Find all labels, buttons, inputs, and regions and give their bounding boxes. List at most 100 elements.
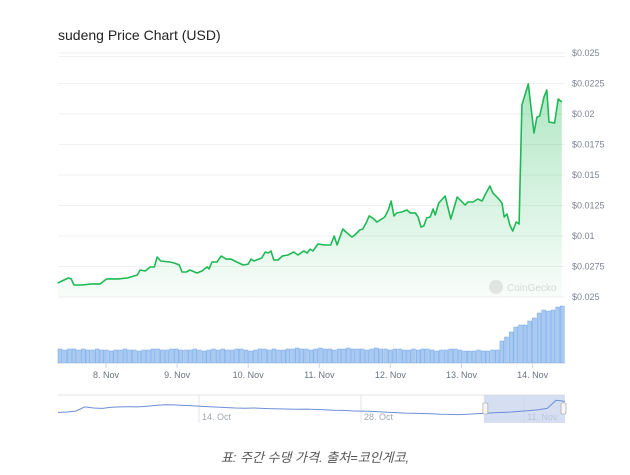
volume-bar xyxy=(104,349,109,364)
volume-bar xyxy=(243,349,249,364)
volume-bar xyxy=(509,331,514,364)
chart-title: sudeng Price Chart (USD) xyxy=(58,27,221,43)
volume-bar xyxy=(527,320,532,364)
y-tick-label: $0.0125 xyxy=(572,201,605,211)
volume-bar xyxy=(164,349,170,364)
navigator-line xyxy=(57,399,566,416)
volume-bar xyxy=(183,349,188,364)
volume-bar xyxy=(453,348,458,364)
volume-bar xyxy=(304,348,309,364)
navigator-handle[interactable] xyxy=(560,402,567,415)
navigator-tick-label: 14. Oct xyxy=(202,412,232,422)
y-tick-label: $0.01 xyxy=(572,231,595,241)
volume-bar xyxy=(341,348,346,364)
volume-bar xyxy=(346,347,351,364)
volume-bar xyxy=(518,324,523,364)
volume-bar xyxy=(160,349,165,364)
volume-bar xyxy=(350,348,356,364)
volume-bar xyxy=(550,309,556,364)
y-tick-label: $0.015 xyxy=(572,170,600,180)
volume-bar xyxy=(276,349,281,364)
volume-bar xyxy=(220,348,225,364)
volume-bar xyxy=(290,348,295,364)
watermark-text: CoinGecko xyxy=(507,283,557,294)
volume-bar xyxy=(76,349,81,364)
volume-bar xyxy=(108,350,114,364)
volume-bar xyxy=(248,350,253,364)
volume-bar xyxy=(416,349,421,364)
volume-bar xyxy=(439,349,444,364)
volume-bar xyxy=(81,348,86,364)
x-tick-label: 11. Nov xyxy=(304,370,335,380)
x-tick-label: 13. Nov xyxy=(446,370,478,380)
volume-bar xyxy=(406,349,411,364)
volume-bar xyxy=(541,309,546,364)
volume-bar xyxy=(201,350,207,364)
volume-bar xyxy=(471,350,477,364)
y-tick-label: $0.0275 xyxy=(572,262,605,272)
x-tick-label: 9. Nov xyxy=(164,370,191,380)
volume-bar xyxy=(239,348,244,364)
volume-bar xyxy=(225,349,230,364)
volume-bar xyxy=(495,349,500,364)
y-tick-label: $0.0225 xyxy=(572,79,605,89)
volume-bar xyxy=(122,348,128,364)
volume-bar xyxy=(378,348,383,364)
volume-bar xyxy=(448,348,453,364)
volume-bar xyxy=(467,350,472,364)
volume-bar xyxy=(560,305,565,364)
volume-bar xyxy=(267,349,272,364)
volume-bar xyxy=(155,348,160,364)
volume-bar xyxy=(490,349,495,364)
volume-bar xyxy=(90,349,95,364)
volume-bar xyxy=(364,349,370,364)
volume-bar xyxy=(57,348,63,364)
volume-bar xyxy=(420,348,425,364)
volume-bar xyxy=(229,349,235,364)
volume-bar xyxy=(150,348,156,364)
volume-bar xyxy=(136,350,142,364)
caption: 표: 주간 수댕 가격. 출처=코인게코, xyxy=(220,450,410,465)
volume-bar xyxy=(536,312,542,364)
volume-bar xyxy=(281,349,286,364)
x-tick-label: 8. Nov xyxy=(93,370,120,380)
volume-bar xyxy=(262,348,267,364)
volume-bar xyxy=(425,348,430,364)
price-line xyxy=(57,83,563,286)
price-area xyxy=(57,84,562,297)
volume-bar xyxy=(62,349,67,364)
volume-bar xyxy=(211,348,216,364)
volume-bar xyxy=(457,349,463,364)
navigator-tick-label: 28. Oct xyxy=(364,412,394,422)
volume-bar xyxy=(299,348,304,364)
volume-bar xyxy=(99,349,105,364)
volume-bar xyxy=(392,348,397,364)
volume-bar xyxy=(118,349,123,364)
volume-bar xyxy=(383,348,388,364)
volume-bar xyxy=(318,347,323,364)
volume-bar xyxy=(94,348,100,364)
navigator-handle[interactable] xyxy=(482,402,489,415)
volume-bar xyxy=(285,348,290,364)
volume-bar xyxy=(295,347,300,364)
volume-bar xyxy=(192,348,197,364)
volume-bar xyxy=(397,348,402,364)
coingecko-logo-icon xyxy=(489,280,503,294)
volume-bar xyxy=(555,306,560,364)
volume-bar xyxy=(322,348,328,364)
volume-bar xyxy=(443,349,449,364)
volume-bar xyxy=(215,349,221,364)
volume-bar xyxy=(513,326,518,364)
volume-bar xyxy=(411,348,416,364)
volume-bar xyxy=(271,348,277,364)
y-tick-label: $0.025 xyxy=(572,292,600,302)
volume-bar xyxy=(336,348,342,364)
volume-bar xyxy=(113,349,118,364)
volume-bar xyxy=(313,348,318,364)
volume-bar xyxy=(485,350,490,364)
volume-bar xyxy=(434,350,439,364)
volume-bar xyxy=(141,349,146,364)
price-chart[interactable]: $0.025 $0.0225 $0.02 $0.0175 $0.015 $0.0125 $0… xyxy=(0,0,630,440)
volume-bar xyxy=(187,349,193,364)
